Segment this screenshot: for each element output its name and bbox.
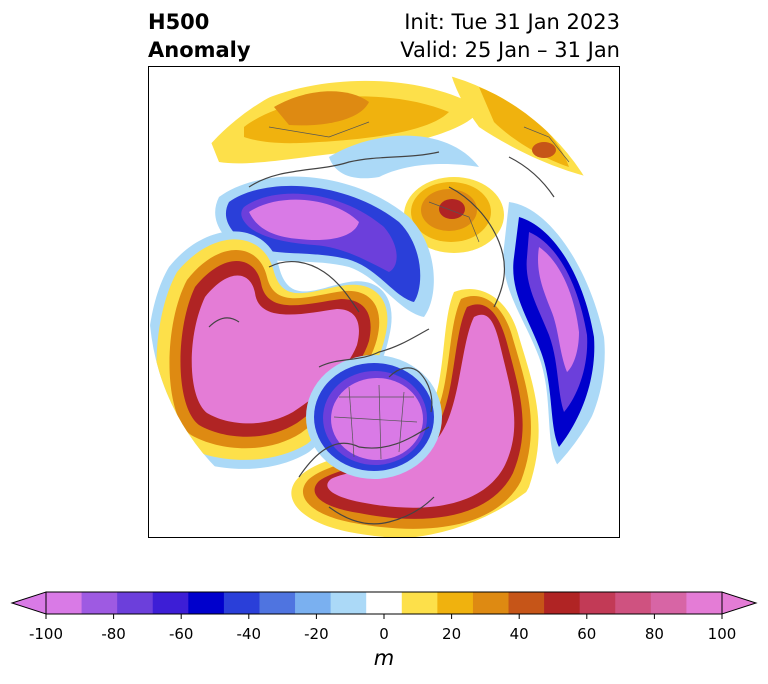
title-line-2: Anomaly (148, 38, 251, 62)
negative-anomaly-siberia (215, 176, 434, 317)
chart-dates: Init: Tue 31 Jan 2023 Valid: 25 Jan – 31… (400, 8, 620, 64)
colorbar-segment (223, 592, 260, 614)
colorbar-segment (330, 592, 367, 614)
colorbar-segment (117, 592, 154, 614)
colorbar-segment (188, 592, 225, 614)
chart-title: H500 Anomaly (148, 8, 251, 64)
init-date: Init: Tue 31 Jan 2023 (404, 10, 620, 34)
colorbar-segment (472, 592, 510, 614)
colorbar-tick-label: -100 (28, 625, 64, 643)
colorbar-segment (259, 592, 296, 614)
colorbar-tick-label: 0 (379, 625, 389, 643)
negative-anomaly-east (503, 202, 605, 467)
colorbar-tick-label: -60 (168, 625, 194, 643)
colorbar-segment (508, 592, 545, 614)
positive-anomaly-pole (404, 177, 504, 253)
colorbar-segment (366, 592, 403, 614)
colorbar-tick-label: -20 (304, 625, 329, 643)
colorbar-tick-label: 20 (442, 625, 462, 643)
anomaly-map (149, 67, 619, 537)
colorbar-tick-label: 40 (509, 625, 529, 643)
colorbar-tick-label: -40 (236, 625, 262, 643)
colorbar-segment (686, 592, 723, 614)
colorbar-unit: m (373, 646, 395, 670)
colorbar-segment (81, 592, 118, 614)
colorbar-segment (401, 592, 438, 614)
map-panel (148, 66, 620, 538)
valid-range: Valid: 25 Jan – 31 Jan (400, 38, 620, 62)
negative-anomaly-north-america (306, 355, 442, 479)
colorbar-extend-high (721, 591, 758, 615)
colorbar (10, 591, 758, 619)
colorbar-segment (46, 592, 83, 614)
coastlines (208, 151, 555, 525)
colorbar-segment (295, 592, 332, 614)
colorbar-tick-label: -80 (101, 625, 126, 643)
colorbar-segment (615, 592, 652, 614)
colorbar-tick-label: 80 (644, 625, 664, 643)
country-borders (268, 121, 570, 460)
colorbar-segment (579, 592, 616, 614)
colorbar-segment (544, 592, 581, 614)
colorbar-segment (437, 592, 474, 614)
title-line-1: H500 (148, 10, 210, 34)
colorbar-tick-label: 100 (707, 625, 737, 643)
colorbar-segment (650, 592, 687, 614)
colorbar-tick-label: 60 (577, 625, 597, 643)
colorbar-extend-low (10, 591, 47, 615)
colorbar-segment (152, 592, 189, 614)
